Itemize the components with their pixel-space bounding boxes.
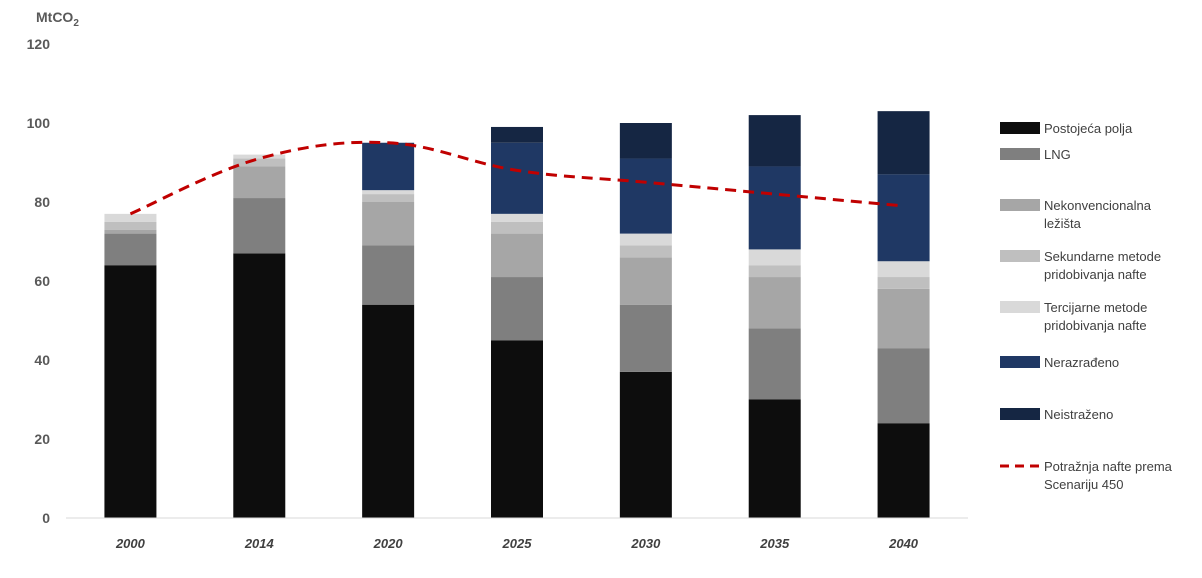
bar-segment [104,265,157,518]
bar-segment [362,245,415,305]
bar-segment [619,257,672,305]
y-tick-label: 80 [34,194,50,210]
bar-segment [491,213,543,222]
legend-label: Nekonvencionalna [1044,198,1152,213]
y-tick-label: 100 [27,115,51,131]
x-tick-label: 2025 [502,536,533,551]
bar-segment [233,166,286,199]
bar-segment [491,233,543,278]
bar-segment [748,166,801,250]
bar-segment [233,198,286,254]
y-tick-label: 20 [34,431,50,447]
bar-segment [619,158,672,234]
legend-label: LNG [1044,147,1071,162]
legend-label: Sekundarne metode [1044,249,1161,264]
x-tick-label: 2020 [373,536,404,551]
bar-segment [619,371,672,518]
legend-label: ležišta [1044,216,1082,231]
bar-segment [748,265,801,278]
legend-swatch [1000,199,1040,211]
bar-segment [877,288,930,349]
bar-segment [491,221,543,234]
bar-segment [619,304,672,372]
bars [104,111,930,518]
legend-label: Neistraženo [1044,407,1113,422]
bar-segment [233,253,286,518]
bar-segment [491,142,543,214]
bar-segment [104,229,157,234]
bar-segment [877,277,930,289]
x-tick-label: 2030 [630,536,661,551]
bar-segment [877,174,930,262]
bar-segment [233,154,286,159]
x-tick-label: 2000 [115,536,146,551]
bar-segment [748,115,801,167]
x-tick-label: 2035 [759,536,790,551]
x-axis-ticks: 2000 2014 2020 2025 2030 2035 2040 [115,536,919,551]
bar-segment [877,348,930,424]
bar-segment [104,233,157,266]
legend-swatch [1000,148,1040,160]
legend-label: Scenariju 450 [1044,477,1124,492]
bar-segment [362,142,415,191]
bar-segment [877,111,930,175]
legend-label: pridobivanja nafte [1044,318,1147,333]
bar-segment [877,423,930,518]
legend-swatch [1000,250,1040,262]
legend-label: pridobivanja nafte [1044,267,1147,282]
legend: Postojeća polja LNG Nekonvencionalna ležišt… [1000,121,1173,492]
y-axis-ticks: 0 20 40 60 80 100 120 [27,36,51,526]
bar-segment [619,233,672,246]
x-tick-label: 2014 [244,536,275,551]
bar-segment [362,202,415,246]
bar-segment [619,245,672,258]
bar-segment [619,123,672,159]
bar-segment [362,190,415,195]
y-unit-label: MtCO2 [36,9,79,29]
bar-segment [362,194,415,202]
legend-label: Nerazrađeno [1044,355,1119,370]
y-tick-label: 60 [34,273,50,289]
bar-segment [362,304,415,518]
y-tick-label: 40 [34,352,50,368]
bar-segment [491,126,543,143]
bar-segment [104,221,157,230]
bar-segment [491,340,543,518]
bar-segment [748,399,801,518]
legend-swatch [1000,301,1040,313]
bar-segment [748,249,801,266]
legend-label: Potražnja nafte prema [1044,459,1173,474]
legend-swatch [1000,122,1040,134]
bar-segment [104,213,157,222]
bar-segment [233,158,286,167]
legend-label: Tercijarne metode [1044,300,1147,315]
bar-segment [491,277,543,341]
bar-segment [877,261,930,278]
y-tick-label: 0 [42,510,50,526]
demand-line [129,140,904,216]
legend-swatch [1000,408,1040,420]
y-tick-label: 120 [27,36,51,52]
bar-segment [748,328,801,400]
bar-segment [748,277,801,329]
legend-swatch [1000,356,1040,368]
x-tick-label: 2040 [888,536,919,551]
legend-label: Postojeća polja [1044,121,1133,136]
